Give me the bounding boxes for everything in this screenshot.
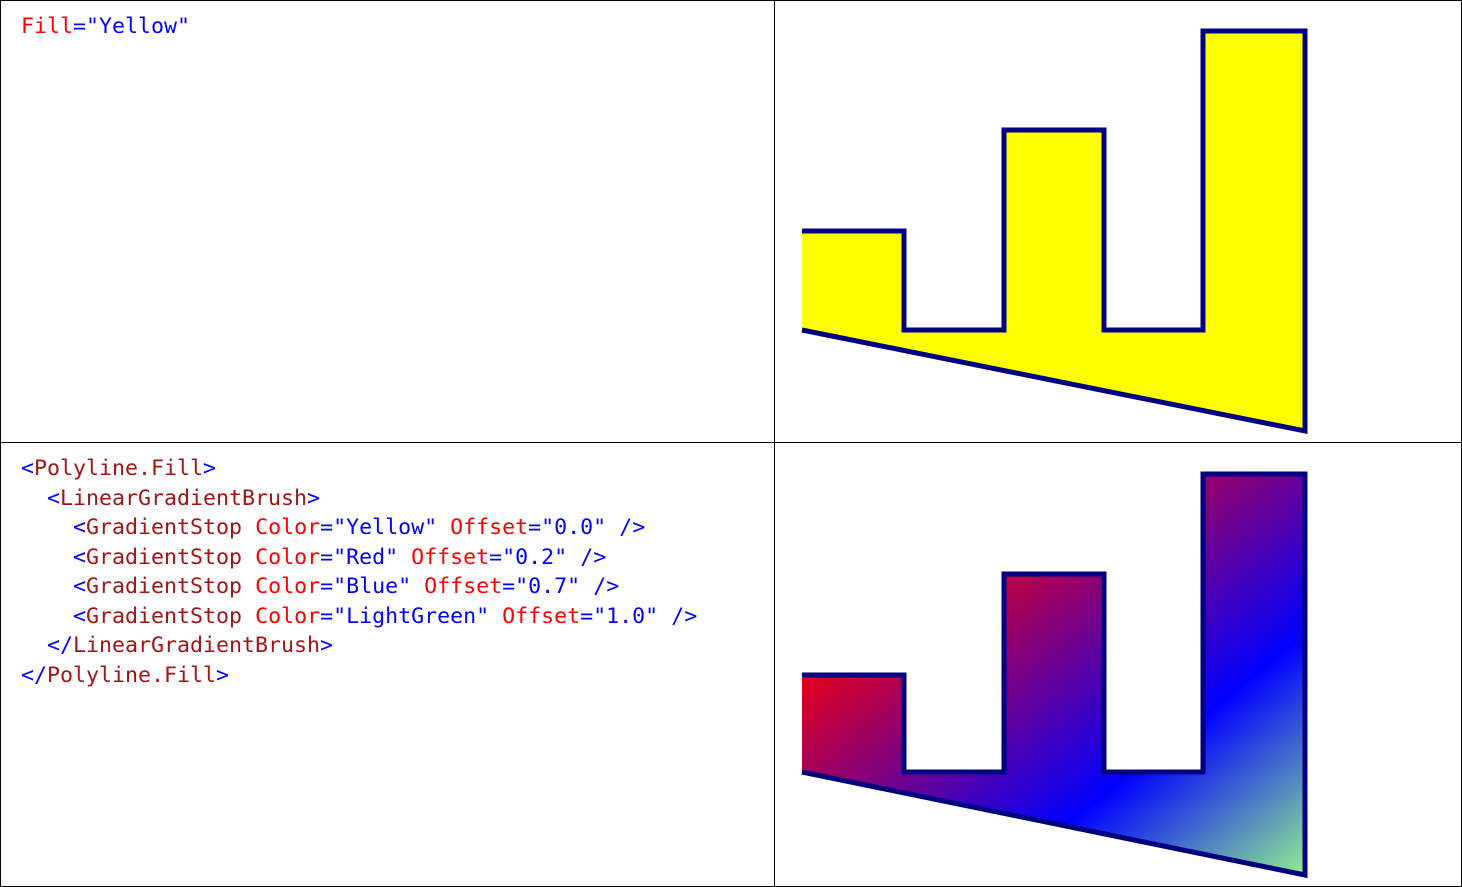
code-token: "0.2"	[502, 544, 568, 570]
code-token: "0.0"	[541, 515, 607, 541]
code-token: Color	[255, 544, 321, 570]
code-token: >	[307, 485, 321, 511]
polyline-shape	[801, 471, 1308, 879]
polyline-solid-fill	[801, 28, 1308, 435]
code-token: =	[320, 603, 334, 629]
polyline-shape	[801, 28, 1308, 435]
code-block: <Polyline.Fill> <LinearGradientBrush> <G…	[2, 444, 774, 691]
code-token: =	[320, 574, 334, 600]
code-token: GradientStop	[86, 574, 243, 600]
code-line: <Polyline.Fill>	[21, 454, 774, 484]
code-token: "Blue"	[333, 574, 412, 600]
code-token: Offset	[424, 574, 503, 600]
code-token: >	[203, 456, 217, 482]
code-token: Color	[255, 603, 321, 629]
code-token: "Yellow"	[333, 515, 438, 541]
code-token: LinearGradientBrush	[60, 485, 308, 511]
code-line: </Polyline.Fill>	[21, 661, 774, 691]
code-token	[567, 545, 580, 570]
code-token: =	[502, 574, 516, 600]
code-token: />	[619, 515, 646, 541]
code-token: Color	[255, 515, 321, 541]
code-line: <GradientStop Color="Red" Offset="0.2" /…	[21, 543, 774, 573]
polyline-gradient-fill	[801, 471, 1308, 879]
code-token: =	[320, 515, 334, 541]
code-token: =	[320, 544, 334, 570]
code-token	[437, 515, 450, 540]
code-token	[658, 604, 671, 629]
code-token: GradientStop	[86, 603, 243, 629]
code-token: "LightGreen"	[333, 603, 490, 629]
code-line: Fill="Yellow"	[21, 12, 774, 42]
code-token: </	[21, 662, 48, 688]
code-token: Offset	[450, 515, 529, 541]
code-token: LinearGradientBrush	[73, 633, 321, 659]
code-token: />	[593, 574, 620, 600]
example-row-solid: Fill="Yellow"	[0, 0, 1462, 444]
code-line: <LinearGradientBrush>	[21, 484, 774, 514]
code-token	[398, 545, 411, 570]
code-line: </LinearGradientBrush>	[21, 631, 774, 661]
code-token: =	[73, 14, 87, 39]
code-token	[242, 515, 255, 540]
code-token: =	[489, 544, 503, 570]
code-token: >	[320, 633, 334, 659]
code-cell-solid: Fill="Yellow"	[0, 0, 775, 444]
example-row-gradient: <Polyline.Fill> <LinearGradientBrush> <G…	[0, 442, 1462, 887]
code-token: "0.7"	[515, 574, 581, 600]
code-token	[242, 574, 255, 599]
code-token: Color	[255, 574, 321, 600]
code-token: <	[73, 574, 87, 600]
code-token	[606, 515, 619, 540]
code-token: =	[528, 515, 542, 541]
code-block: Fill="Yellow"	[2, 2, 774, 42]
code-token: Fill	[21, 14, 74, 39]
code-cell-gradient: <Polyline.Fill> <LinearGradientBrush> <G…	[0, 442, 775, 887]
code-token: <	[73, 603, 87, 629]
code-token: GradientStop	[86, 515, 243, 541]
code-token: "1.0"	[593, 603, 659, 629]
shape-cell-solid	[774, 0, 1462, 444]
code-line: <GradientStop Color="LightGreen" Offset=…	[21, 602, 774, 632]
shape-cell-gradient	[774, 442, 1462, 887]
code-token: >	[216, 662, 230, 688]
code-token: />	[671, 603, 698, 629]
code-token: GradientStop	[86, 544, 243, 570]
code-line: <GradientStop Color="Yellow" Offset="0.0…	[21, 513, 774, 543]
code-token: Offset	[502, 603, 581, 629]
code-token: <	[21, 456, 35, 482]
code-line: <GradientStop Color="Blue" Offset="0.7" …	[21, 572, 774, 602]
code-token	[411, 574, 424, 599]
code-token: Polyline.Fill	[47, 662, 217, 688]
code-token: Offset	[411, 544, 490, 570]
code-token	[580, 574, 593, 599]
code-token: <	[73, 544, 87, 570]
code-token: <	[73, 515, 87, 541]
code-token: />	[580, 544, 607, 570]
code-token	[489, 604, 502, 629]
code-token	[242, 604, 255, 629]
code-token: </	[47, 633, 74, 659]
code-token	[242, 545, 255, 570]
code-token: <	[47, 485, 61, 511]
code-token: "Yellow"	[86, 14, 191, 39]
code-token: =	[580, 603, 594, 629]
code-token: Polyline.Fill	[34, 456, 204, 482]
code-token: "Red"	[333, 544, 399, 570]
